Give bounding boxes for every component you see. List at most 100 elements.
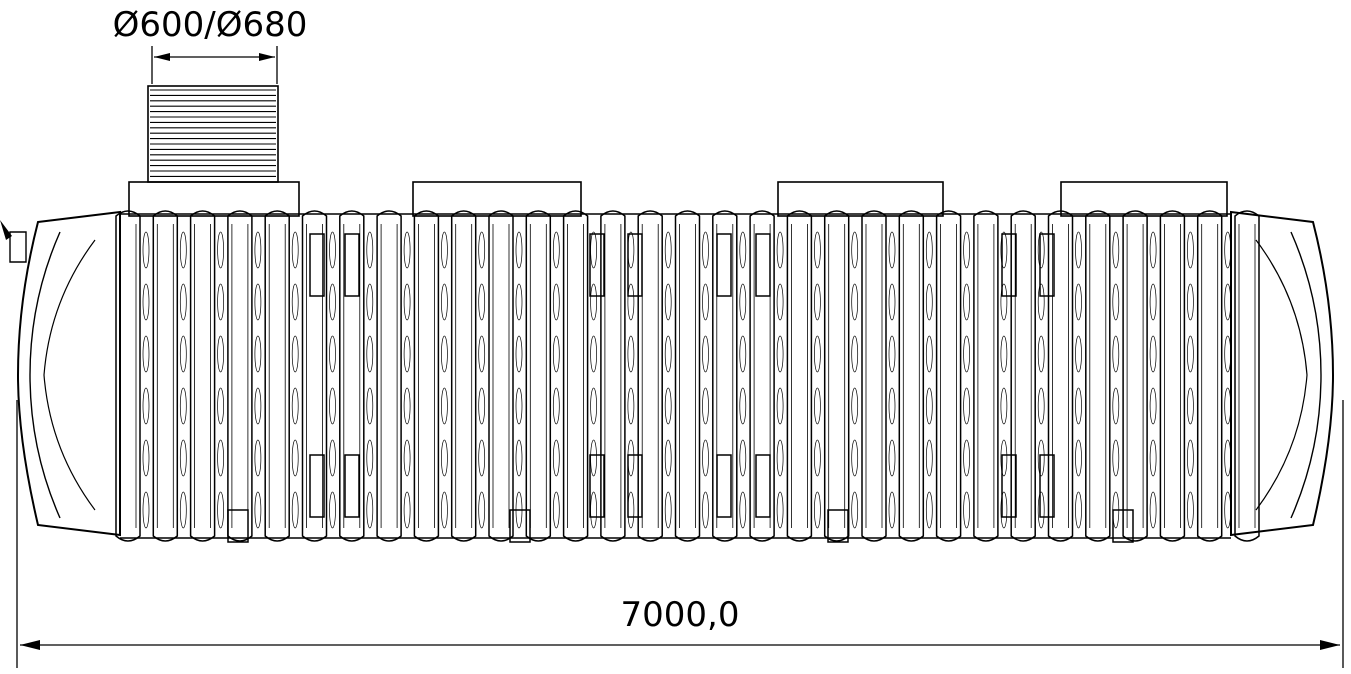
- perforation: [552, 335, 560, 373]
- inlet-marker: [0, 220, 12, 240]
- perforation: [702, 387, 709, 425]
- perforation: [702, 283, 709, 321]
- perforation: [217, 439, 224, 477]
- rib-outline: [600, 210, 626, 542]
- perforation: [1000, 231, 1008, 269]
- rib-outline: [1196, 210, 1223, 542]
- window-lower: [344, 454, 360, 518]
- perforation: [329, 387, 336, 425]
- rib: [898, 210, 933, 542]
- perforation: [441, 231, 448, 269]
- perforation: [478, 335, 486, 373]
- rib: [339, 210, 374, 542]
- perforation: [254, 335, 262, 373]
- perforation: [590, 387, 597, 425]
- perforation: [291, 387, 299, 425]
- perforation: [1037, 231, 1045, 269]
- perforation: [179, 491, 187, 529]
- length-arrow-left: [20, 640, 40, 650]
- rib: [227, 210, 262, 542]
- feet: [227, 509, 1134, 543]
- perforation: [739, 439, 747, 477]
- window-upper: [589, 233, 605, 297]
- perforation: [179, 283, 187, 321]
- perforation: [515, 387, 523, 425]
- collar-4: [1060, 181, 1228, 217]
- neck-arrow-right: [259, 53, 275, 61]
- perforation: [403, 387, 411, 425]
- rib: [1085, 210, 1120, 542]
- perforation: [1149, 491, 1157, 529]
- perforation: [441, 387, 448, 425]
- rib-outline: [861, 210, 887, 542]
- perforation: [1075, 387, 1082, 425]
- perforation: [441, 335, 448, 373]
- perforation: [1224, 491, 1232, 529]
- rib-outline: [413, 210, 440, 542]
- perforation: [1187, 335, 1194, 373]
- foot: [227, 509, 249, 543]
- perforation: [217, 387, 224, 425]
- windows: [309, 233, 1055, 518]
- perforation: [627, 231, 635, 269]
- perforation: [403, 491, 411, 529]
- perforation: [552, 387, 560, 425]
- rib: [450, 210, 486, 542]
- perforation: [179, 387, 187, 425]
- rib-outline: [1159, 210, 1186, 542]
- perforation: [515, 439, 523, 477]
- perforation: [664, 335, 672, 373]
- neck-diameter-dimension: Ø600/Ø680: [113, 5, 308, 84]
- rib: [1047, 210, 1082, 542]
- rib: [413, 210, 448, 542]
- perforation: [925, 491, 933, 529]
- perforation: [366, 231, 374, 269]
- perforation: [1224, 387, 1232, 425]
- perforation: [851, 231, 859, 269]
- perforation: [627, 439, 635, 477]
- perforation: [1000, 387, 1008, 425]
- window-upper: [755, 233, 771, 297]
- top-collars: [128, 181, 1228, 217]
- perforation: [1187, 439, 1194, 477]
- perforation: [1112, 231, 1120, 269]
- perforation: [142, 335, 150, 373]
- rib: [562, 210, 597, 542]
- perforation: [1037, 387, 1045, 425]
- perforation: [1224, 335, 1232, 373]
- window-upper: [309, 233, 325, 297]
- perforation: [403, 283, 411, 321]
- perforation: [963, 283, 970, 321]
- perforation: [1187, 387, 1194, 425]
- perforation: [627, 387, 635, 425]
- rib-outline: [712, 210, 738, 542]
- perforation: [963, 491, 970, 529]
- perforation: [403, 335, 411, 373]
- length-label: 7000,0: [621, 595, 740, 635]
- window-lower: [755, 454, 771, 518]
- perforation: [1187, 231, 1194, 269]
- perforation: [702, 335, 709, 373]
- neck-diameter-label: Ø600/Ø680: [113, 5, 308, 45]
- perforation: [814, 231, 821, 269]
- rib-outline: [562, 210, 589, 542]
- perforation: [1000, 439, 1008, 477]
- perforation: [888, 439, 896, 477]
- perforation: [590, 439, 597, 477]
- perforation: [1112, 335, 1120, 373]
- window-lower: [589, 454, 605, 518]
- perforation: [851, 283, 859, 321]
- rib: [152, 210, 187, 542]
- perforation: [925, 439, 933, 477]
- perforation: [1112, 283, 1120, 321]
- perforation: [814, 335, 821, 373]
- rib-outline: [1234, 210, 1260, 542]
- perforation: [478, 283, 486, 321]
- perforation: [441, 439, 448, 477]
- perforation: [254, 283, 262, 321]
- perforation: [627, 335, 635, 373]
- perforation: [366, 283, 374, 321]
- perforation: [217, 231, 224, 269]
